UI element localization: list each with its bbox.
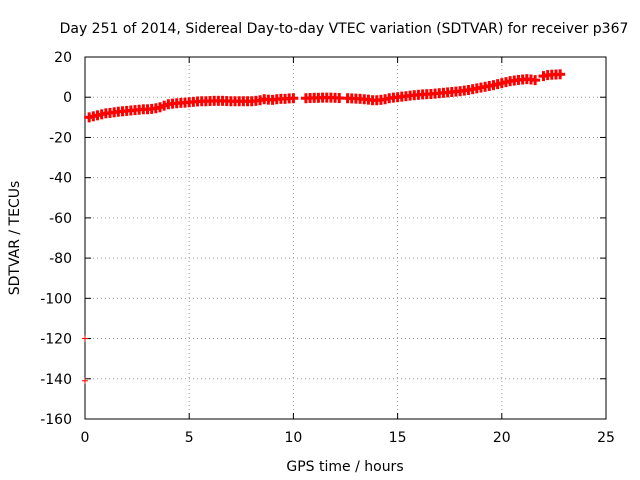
y-tick-label: -80	[49, 251, 72, 267]
data-point	[82, 335, 88, 342]
y-tick-label: -20	[49, 130, 72, 146]
plot-frame	[84, 56, 607, 420]
y-axis-label: SDTVAR / TECUs	[7, 181, 23, 296]
axis-ticks: 0 5 10 15 20 25 20 0 -20 -40 -60 -80 -100 -120 -140 -16…	[40, 50, 615, 446]
data-point	[555, 69, 566, 80]
chart-title: Day 251 of 2014, Sidereal Day-to-day VTE…	[60, 21, 629, 37]
y-tick-label: -160	[40, 412, 72, 428]
data-point	[530, 75, 541, 86]
x-axis-label: GPS time / hours	[286, 459, 403, 475]
data-point	[288, 93, 299, 104]
y-tick-label: 0	[63, 90, 72, 106]
y-tick-label: -120	[40, 332, 72, 348]
x-tick-label: 0	[81, 430, 90, 446]
y-tick-label: -60	[49, 211, 72, 227]
x-tick-label: 10	[284, 430, 302, 446]
y-tick-label: 20	[54, 50, 72, 66]
y-tick-label: -140	[40, 372, 72, 388]
x-tick-label: 25	[597, 430, 615, 446]
data-points	[82, 69, 566, 384]
y-tick-label: -40	[49, 171, 72, 187]
y-tick-label: -100	[40, 291, 72, 307]
x-tick-label: 20	[493, 430, 511, 446]
data-point	[334, 93, 345, 104]
data-point	[82, 377, 88, 384]
x-tick-label: 15	[389, 430, 407, 446]
x-tick-label: 5	[185, 430, 194, 446]
